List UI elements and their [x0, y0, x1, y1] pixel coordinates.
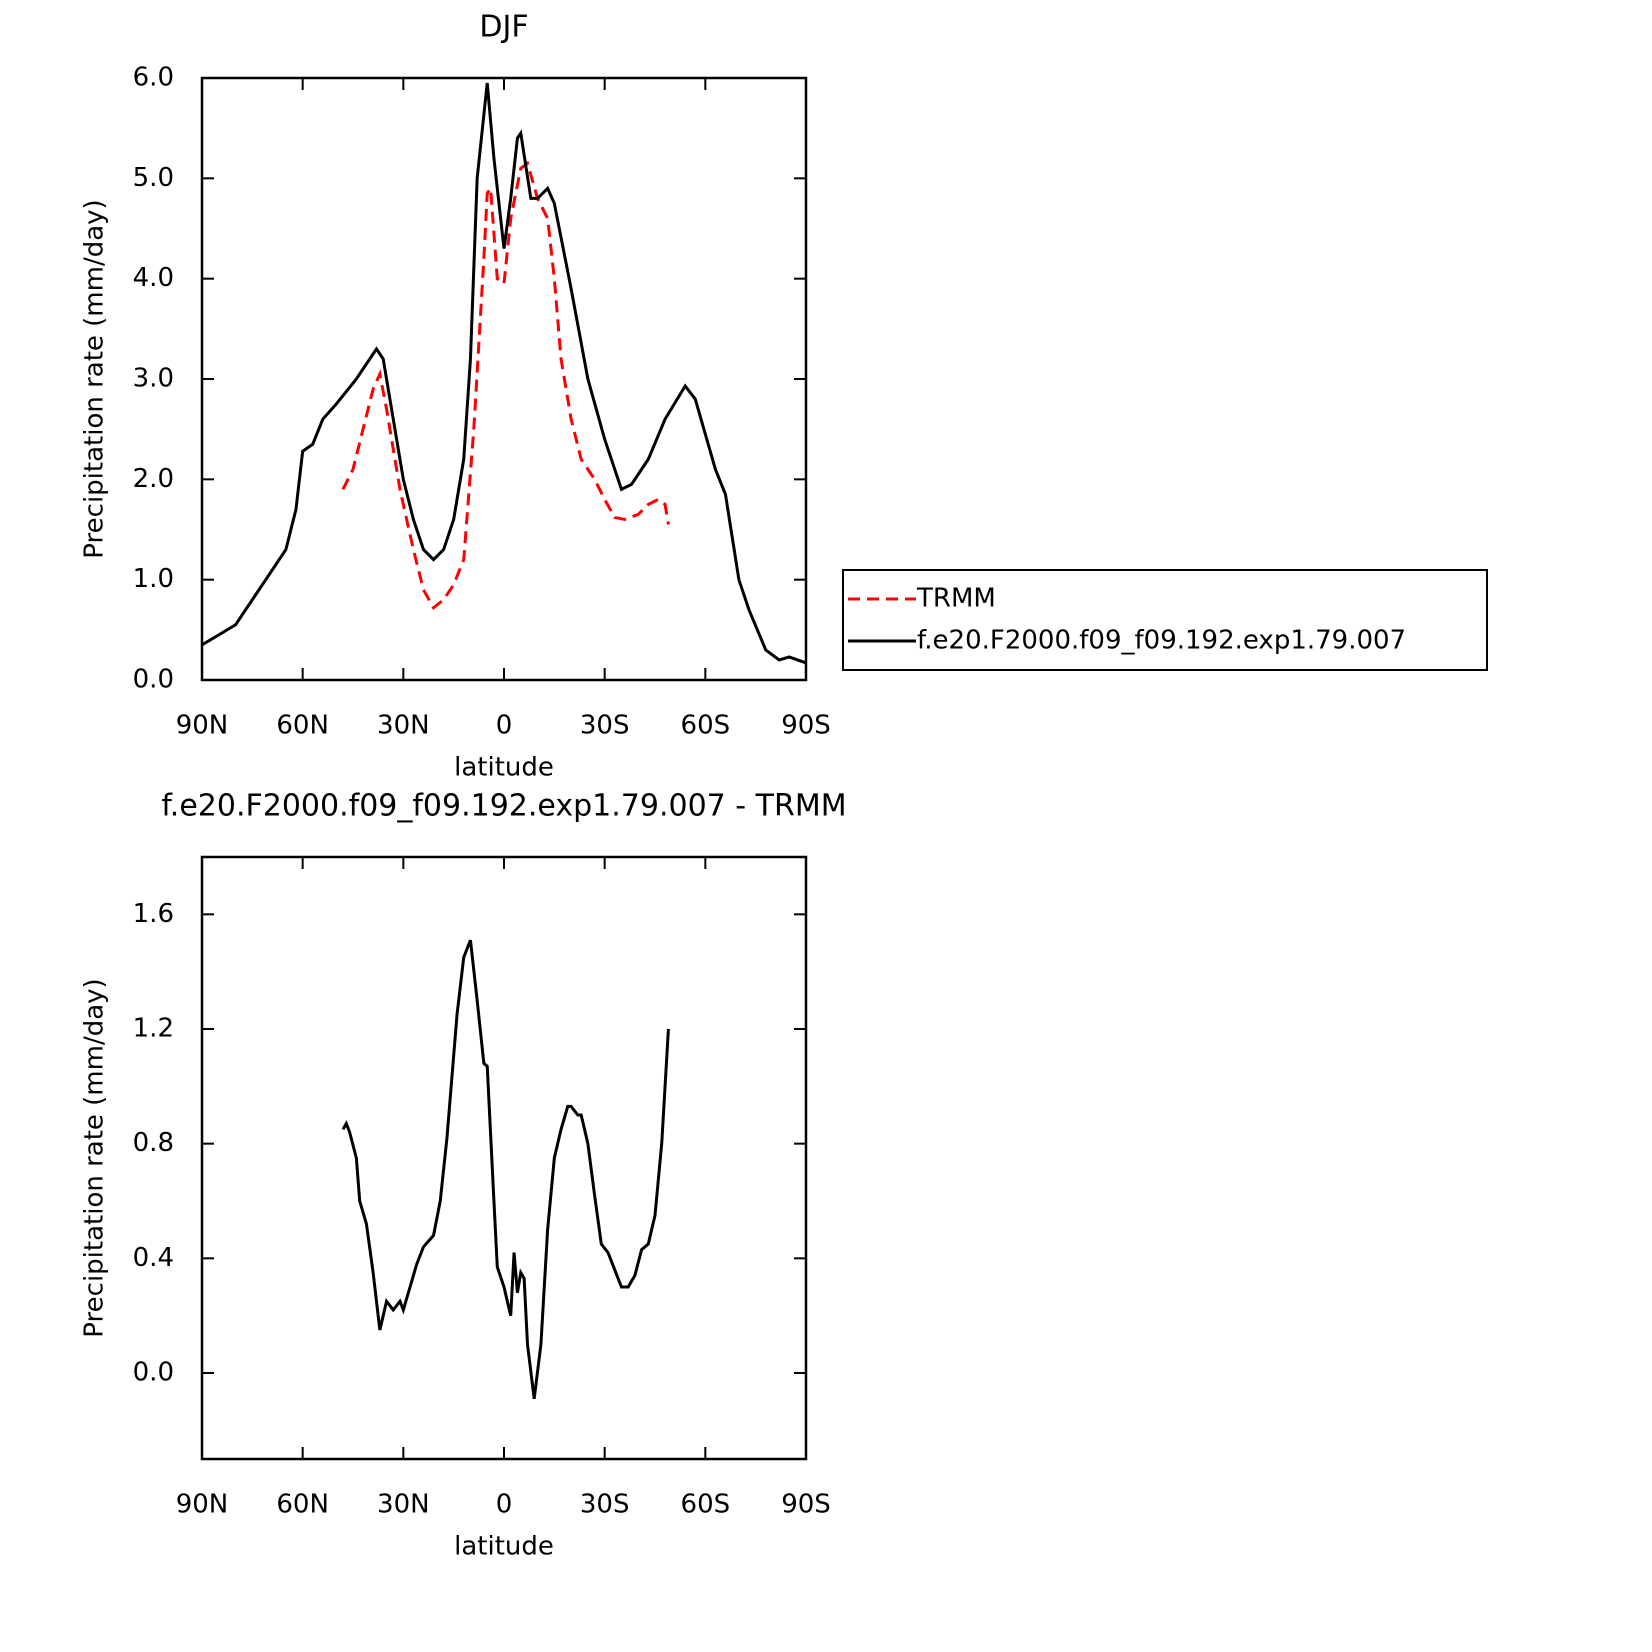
x-tick-label: 0: [496, 711, 513, 741]
y-tick-label: 6.0: [133, 63, 174, 93]
x-tick-label: 60S: [681, 1490, 731, 1520]
x-tick-label: 90N: [176, 1490, 229, 1520]
x-tick-label: 0: [496, 1490, 513, 1520]
x-tick-label: 90S: [781, 1490, 831, 1520]
y-tick-label: 4.0: [133, 263, 174, 293]
x-axis-label: latitude: [454, 1532, 554, 1562]
x-tick-label: 30S: [580, 711, 630, 741]
chart-title: f.e20.F2000.f09_f09.192.exp1.79.007 - TR…: [161, 789, 846, 824]
legend-label: TRMM: [916, 584, 996, 614]
data-line: [341, 939, 670, 1399]
x-axis-label: latitude: [454, 753, 554, 783]
plot-frame: [200, 855, 808, 1461]
data-line: [201, 82, 807, 665]
y-tick-label: 0.0: [133, 665, 174, 695]
y-tick-label: 0.4: [133, 1243, 174, 1273]
plot-frame: [200, 76, 808, 682]
y-tick-label: 5.0: [133, 163, 174, 193]
y-tick-label: 1.0: [133, 564, 174, 594]
x-tick-label: 90S: [781, 711, 831, 741]
data-line: [341, 160, 670, 611]
legend-box: [842, 569, 1488, 671]
y-axis-label: Precipitation rate (mm/day): [80, 978, 110, 1337]
x-tick-label: 30S: [580, 1490, 630, 1520]
y-tick-label: 1.2: [133, 1014, 174, 1044]
y-tick-label: 2.0: [133, 464, 174, 494]
y-tick-label: 0.8: [133, 1128, 174, 1158]
x-tick-label: 60N: [276, 1490, 329, 1520]
legend-label: f.e20.F2000.f09_f09.192.exp1.79.007: [917, 626, 1406, 656]
y-tick-label: 3.0: [133, 364, 174, 394]
x-tick-label: 60S: [681, 711, 731, 741]
y-axis-label: Precipitation rate (mm/day): [80, 199, 110, 558]
y-tick-label: 0.0: [133, 1358, 174, 1388]
x-tick-label: 30N: [377, 711, 430, 741]
chart-title: DJF: [479, 10, 528, 45]
x-tick-label: 90N: [176, 711, 229, 741]
x-tick-label: 30N: [377, 1490, 430, 1520]
y-tick-label: 1.6: [133, 899, 174, 929]
x-tick-label: 60N: [276, 711, 329, 741]
